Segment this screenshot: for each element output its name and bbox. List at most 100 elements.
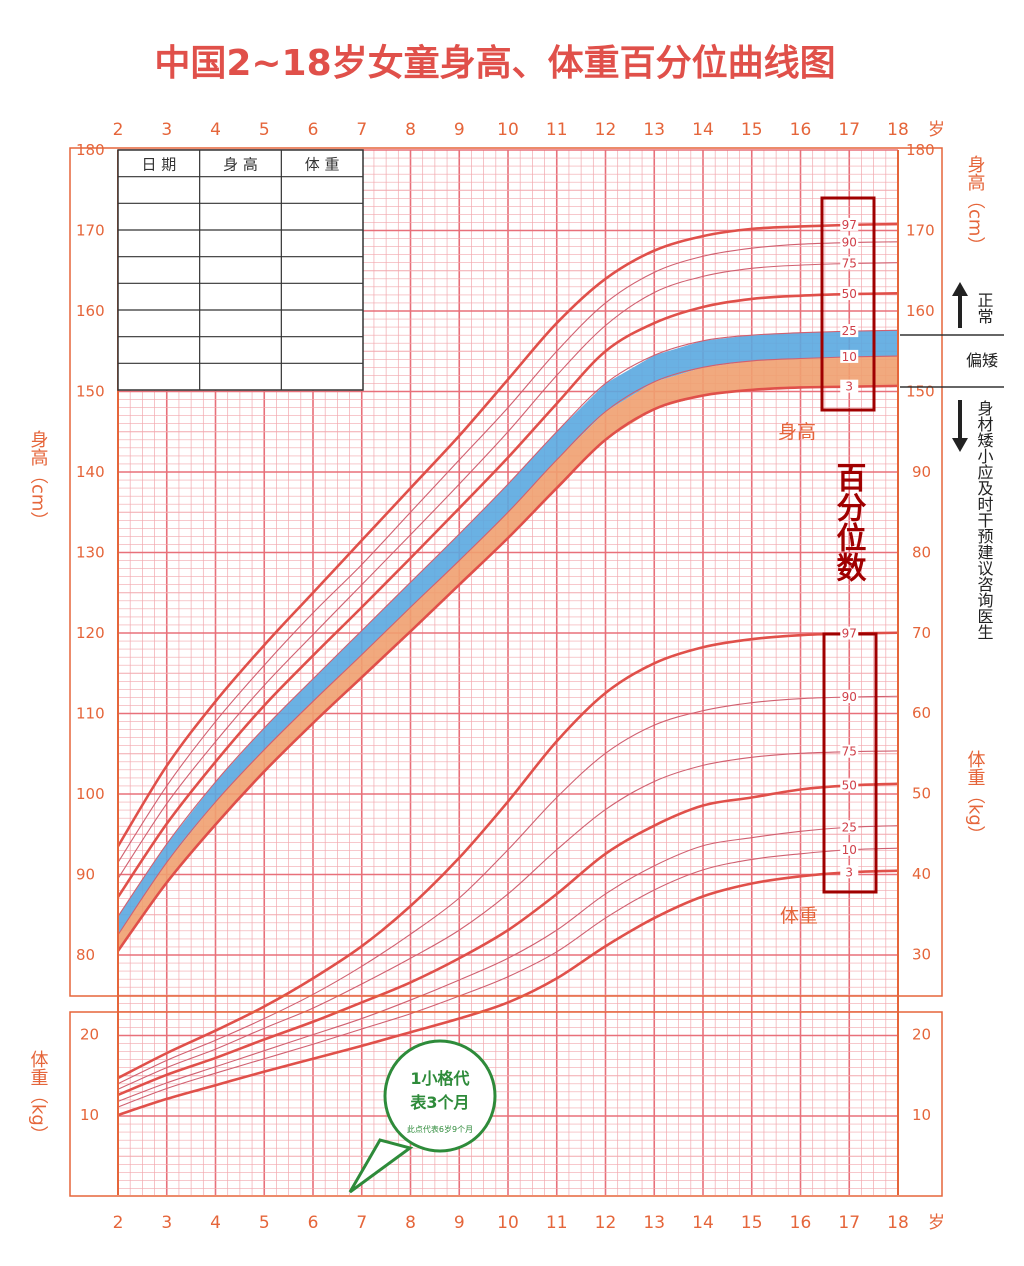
weight-pct-label: 97 (842, 627, 857, 641)
x-tick-bottom: 8 (405, 1213, 416, 1233)
percentile-boxes: 97 90 75 50 25 10 3 97 90 75 50 25 10 3 (820, 196, 878, 894)
pct-label-bg (840, 349, 859, 363)
weight-pct-label: 10 (842, 843, 857, 857)
x-tick-bottom: 13 (643, 1213, 665, 1233)
x-tick-bottom: 12 (595, 1213, 617, 1233)
pct-label-bg (840, 287, 859, 301)
x-tick-top: 13 (643, 120, 665, 140)
x-tick-bottom: 4 (210, 1213, 221, 1233)
callout-bubble: 1小格代 表3个月 此点代表6岁9个月 (348, 1039, 497, 1194)
weight-pct-label: 75 (842, 745, 857, 759)
height-tick-left: 90 (76, 866, 95, 884)
pct-label-bg (840, 744, 859, 758)
normal-note: 正常 (975, 292, 994, 324)
x-tick-top: 2 (113, 120, 124, 140)
weight-curve-label: 体重 (780, 905, 818, 927)
x-tick-top: 12 (595, 120, 617, 140)
table-header: 体 重 (305, 155, 340, 173)
x-tick-bottom: 14 (692, 1213, 714, 1233)
height-axis-title-left: 身高（cm） (28, 430, 49, 530)
height-tick-right: 160 (906, 302, 935, 320)
weight-tick-right: 20 (912, 1026, 931, 1044)
weight-tick-right: 40 (912, 865, 931, 883)
down-arrow-icon (952, 400, 968, 452)
x-tick-top: 17 (838, 120, 860, 140)
weight-pct-label: 50 (842, 778, 857, 792)
short-note: 偏矮 (966, 351, 998, 370)
height-tick-left: 140 (76, 463, 105, 481)
x-tick-top: 14 (692, 120, 714, 140)
advice-note: 身材矮小应及时干预建议咨询医生 (975, 400, 994, 640)
weight-tick-right: 80 (912, 543, 931, 561)
height-tick-left: 150 (76, 383, 105, 401)
x-tick-bottom: 7 (356, 1213, 367, 1233)
x-tick-top: 11 (546, 120, 568, 140)
callout-line1: 1小格代 (410, 1069, 469, 1088)
weight-curve-p90 (117, 695, 899, 1085)
pct-label-bg (840, 778, 859, 792)
table-bg (117, 149, 364, 391)
weight-curve-p75 (117, 750, 899, 1090)
height-curve-p90 (117, 241, 899, 863)
pct-label-bg (840, 842, 859, 856)
weight-pct-label: 25 (842, 820, 857, 834)
x-tick-top: 4 (210, 120, 221, 140)
height-tick-left: 130 (76, 544, 105, 562)
weight-panel-frame (69, 1011, 943, 1197)
height-pct-label: 50 (842, 287, 857, 301)
x-tick-bottom: 11 (546, 1213, 568, 1233)
x-tick-top: 15 (741, 120, 763, 140)
table-header: 身 高 (223, 155, 258, 173)
pct-label-bg (840, 379, 859, 393)
callout-sub: 此点代表6岁9个月 (407, 1124, 473, 1134)
weight-pct-label: 3 (845, 865, 853, 879)
height-tick-right: 150 (906, 383, 935, 401)
height-pct-label: 3 (845, 380, 853, 394)
weight-curve-p50 (117, 782, 899, 1097)
pct-label-bg (840, 324, 859, 338)
x-tick-top: 10 (497, 120, 519, 140)
height-tick-left: 100 (76, 785, 105, 803)
x-tick-bottom: 5 (259, 1213, 270, 1233)
height-curve-p97 (116, 222, 899, 847)
height-tick-left: 80 (76, 946, 95, 964)
pct-label-bg (840, 256, 859, 270)
height-tick-left: 170 (76, 222, 105, 240)
height-pct-label: 75 (842, 257, 857, 271)
percentile-curves (116, 222, 899, 1117)
weight-tick-right: 30 (912, 945, 931, 963)
pct-label-bg (840, 217, 859, 231)
weight-tick-right: 60 (912, 704, 931, 722)
weight-tick-right: 50 (912, 785, 931, 803)
height-percentile-box (820, 196, 876, 412)
x-tick-top: 9 (454, 120, 465, 140)
record-table: 日 期身 高体 重 (117, 149, 364, 391)
height-curve-p50 (116, 291, 899, 898)
x-tick-bottom: 9 (454, 1213, 465, 1233)
x-tick-top: 7 (356, 120, 367, 140)
up-arrow-icon (952, 282, 968, 328)
x-unit-bottom: 岁 (928, 1213, 945, 1233)
weight-tick-right: 90 (912, 463, 931, 481)
percentile-title: 百分位数 (831, 462, 867, 583)
height-tick-left: 180 (76, 141, 105, 159)
axis-ticks: 2 2 3 3 4 4 5 5 6 6 7 7 8 8 9 9 10 10 11 11 12 12 13 13 14 14 15 15… (76, 120, 945, 1233)
weight-tick-left: 20 (80, 1026, 99, 1044)
height-pct-label: 90 (842, 236, 857, 250)
x-tick-bottom: 17 (838, 1213, 860, 1233)
x-tick-top: 5 (259, 120, 270, 140)
x-tick-top: 3 (161, 120, 172, 140)
side-notes: 正常 偏矮 身材矮小应及时干预建议咨询医生 (900, 282, 1004, 640)
chart-title: 中国2~18岁女童身高、体重百分位曲线图 (154, 42, 835, 84)
height-pct-label: 10 (842, 350, 857, 364)
height-axis-title-right: 身高（cm） (965, 155, 986, 255)
weight-pct-label: 90 (842, 690, 857, 704)
weight-curve-p10 (117, 847, 899, 1108)
weight-tick-right: 10 (912, 1106, 931, 1124)
weight-curve-p25 (117, 825, 899, 1102)
height-pct-label: 25 (842, 324, 857, 338)
height-curve-p75 (117, 262, 899, 879)
height-curve-label: 身高 (778, 421, 816, 443)
pct-label-bg (840, 690, 859, 704)
